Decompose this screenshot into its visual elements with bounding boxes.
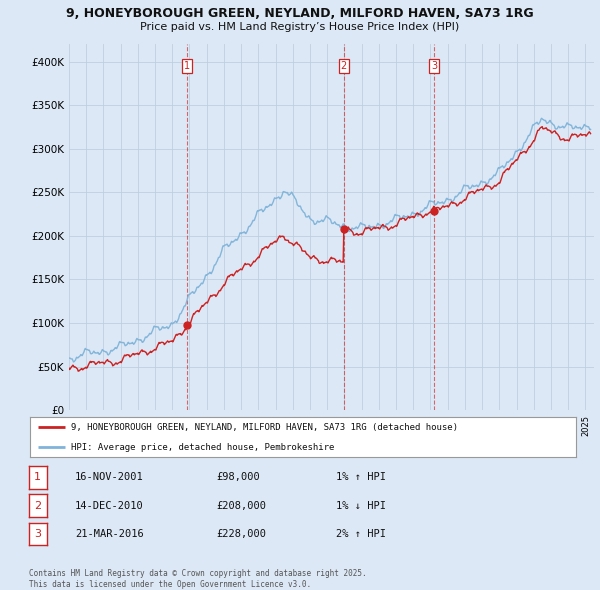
Text: 2: 2	[341, 61, 347, 71]
Text: HPI: Average price, detached house, Pembrokeshire: HPI: Average price, detached house, Pemb…	[71, 442, 334, 452]
Text: Price paid vs. HM Land Registry’s House Price Index (HPI): Price paid vs. HM Land Registry’s House …	[140, 22, 460, 32]
Text: 14-DEC-2010: 14-DEC-2010	[75, 501, 144, 510]
Text: 1: 1	[184, 61, 190, 71]
Text: 9, HONEYBOROUGH GREEN, NEYLAND, MILFORD HAVEN, SA73 1RG: 9, HONEYBOROUGH GREEN, NEYLAND, MILFORD …	[66, 7, 534, 20]
Text: 16-NOV-2001: 16-NOV-2001	[75, 473, 144, 482]
Text: Contains HM Land Registry data © Crown copyright and database right 2025.
This d: Contains HM Land Registry data © Crown c…	[29, 569, 367, 589]
Text: £228,000: £228,000	[216, 529, 266, 539]
Text: 3: 3	[431, 61, 437, 71]
Text: 9, HONEYBOROUGH GREEN, NEYLAND, MILFORD HAVEN, SA73 1RG (detached house): 9, HONEYBOROUGH GREEN, NEYLAND, MILFORD …	[71, 422, 458, 432]
Text: 1% ↓ HPI: 1% ↓ HPI	[336, 501, 386, 510]
Text: £208,000: £208,000	[216, 501, 266, 510]
Text: 1: 1	[34, 473, 41, 482]
Text: 3: 3	[34, 529, 41, 539]
Text: £98,000: £98,000	[216, 473, 260, 482]
Text: 21-MAR-2016: 21-MAR-2016	[75, 529, 144, 539]
Text: 2% ↑ HPI: 2% ↑ HPI	[336, 529, 386, 539]
Text: 1% ↑ HPI: 1% ↑ HPI	[336, 473, 386, 482]
Text: 2: 2	[34, 501, 41, 510]
